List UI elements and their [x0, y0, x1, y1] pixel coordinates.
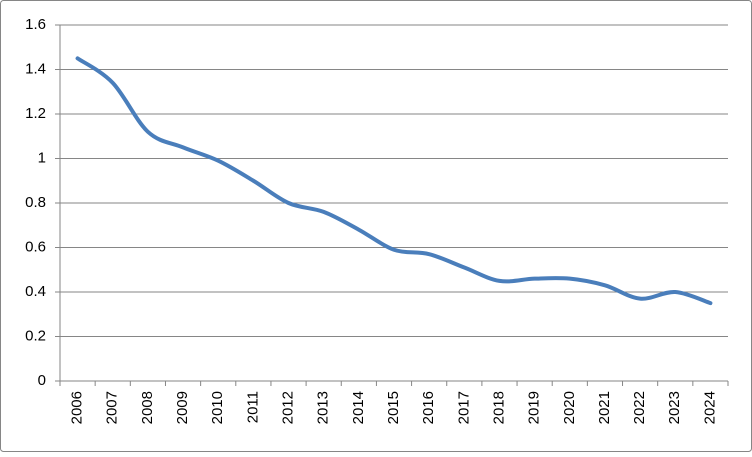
x-tick-label: 2018 — [490, 391, 507, 424]
x-tick-label: 2007 — [104, 391, 121, 424]
x-tick-label: 2009 — [174, 391, 191, 424]
x-tick-label: 2016 — [420, 391, 437, 424]
x-tick-label: 2006 — [69, 391, 86, 424]
x-tick-label: 2012 — [279, 391, 296, 424]
x-tick-label: 2021 — [596, 391, 613, 424]
y-tick-label: 1.2 — [25, 105, 46, 122]
y-tick-label: 1.6 — [25, 16, 46, 33]
x-tick-label: 2022 — [631, 391, 648, 424]
x-tick-label: 2013 — [315, 391, 332, 424]
x-tick-label: 2020 — [561, 391, 578, 424]
line — [75, 56, 713, 306]
y-tick-label: 0.4 — [25, 283, 46, 300]
y-tick-label: 1.4 — [25, 60, 46, 77]
y-tick-label: 0.6 — [25, 238, 46, 255]
x-tick-label: 2015 — [385, 391, 402, 424]
x-tick-label: 2010 — [209, 391, 226, 424]
y-tick-label: 0 — [38, 372, 46, 389]
y-tick-label: 0.8 — [25, 194, 46, 211]
x-tick-label: 2024 — [701, 391, 718, 424]
x-tick-label: 2019 — [526, 391, 543, 424]
x-tick-label: 2014 — [350, 391, 367, 424]
x-tick-label: 2011 — [244, 391, 261, 423]
y-tick-label: 1 — [38, 149, 46, 166]
x-tick-label: 2023 — [666, 391, 683, 424]
x-tick-label: 2008 — [139, 391, 156, 424]
y-tick-label: 0.2 — [25, 327, 46, 344]
x-tick-label: 2017 — [455, 391, 472, 424]
